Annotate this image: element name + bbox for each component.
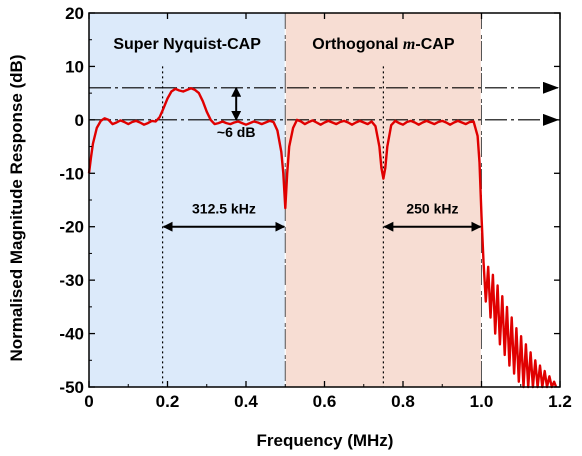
x-tick-label-7: 1.2 — [548, 392, 572, 411]
y-tick-label-7: 10 — [65, 57, 84, 76]
region-2 — [285, 13, 482, 387]
series-line-1 — [87, 87, 558, 389]
region-label-1: Super Nyquist-CAP — [113, 36, 261, 53]
y-tick-label-4: -20 — [59, 218, 84, 237]
y-tick-label-8: 20 — [65, 4, 84, 23]
bandwidth-label-1: 312.5 kHz — [192, 201, 256, 217]
db-gap-label: ~6 dB — [217, 124, 256, 140]
y-tick-label-2: -40 — [59, 325, 84, 344]
x-tick-label-3: 0.4 — [234, 392, 258, 411]
y-tick-label-1: -50 — [59, 378, 84, 397]
region-label-2: Orthogonal m-CAP — [312, 36, 455, 53]
x-axis-label: Frequency (MHz) — [257, 431, 394, 450]
bandwidth-label-2: 250 kHz — [406, 201, 458, 217]
y-tick-label-6: 0 — [75, 111, 84, 130]
x-tick-label-5: 0.8 — [391, 392, 415, 411]
region-1 — [89, 13, 286, 387]
x-tick-label-4: 0.6 — [313, 392, 337, 411]
y-axis-label: Normalised Magnitude Response (dB) — [7, 55, 26, 362]
x-tick-label-2: 0.2 — [156, 392, 180, 411]
y-tick-label-5: -10 — [59, 164, 84, 183]
x-tick-label-6: 1.0 — [470, 392, 494, 411]
y-tick-label-3: -30 — [59, 271, 84, 290]
x-tick-label-1: 0 — [84, 392, 93, 411]
